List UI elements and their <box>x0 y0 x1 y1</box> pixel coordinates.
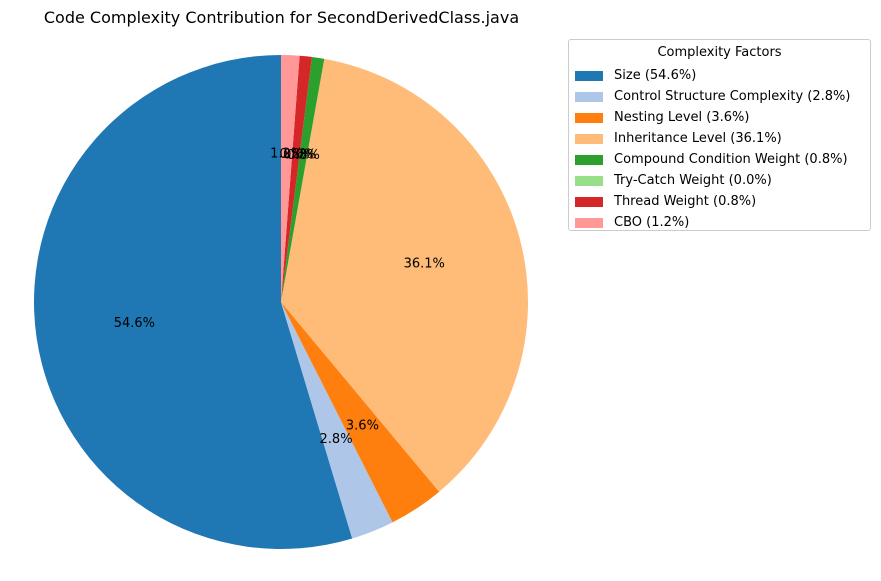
legend-label: Control Structure Complexity (2.8%) <box>614 89 851 104</box>
legend-label: Thread Weight (0.8%) <box>614 194 757 209</box>
pie-pct-label-thread-weight: 0.8% <box>279 147 312 162</box>
legend-item-thread-weight: Thread Weight (0.8%) <box>575 191 864 212</box>
legend-item-inheritance-level: Inheritance Level (36.1%) <box>575 128 864 149</box>
legend-swatch <box>575 196 603 207</box>
legend: Complexity Factors Size (54.6%) Control S… <box>568 39 871 231</box>
legend-item-try-catch-weight: Try-Catch Weight (0.0%) <box>575 170 864 191</box>
pie-pct-label-cbo: 1.2% <box>270 146 303 161</box>
chart-title: Code Complexity Contribution for SecondD… <box>43 8 520 27</box>
legend-item-control-structure-complexity: Control Structure Complexity (2.8%) <box>575 86 864 107</box>
pie-slice-thread-weight <box>281 55 312 302</box>
legend-label: Compound Condition Weight (0.8%) <box>614 152 848 167</box>
legend-items: Size (54.6%) Control Structure Complexity… <box>575 65 864 233</box>
pie-slice-size <box>33 55 353 549</box>
pie-slice-compound-condition-weight <box>281 56 325 302</box>
legend-label: Try-Catch Weight (0.0%) <box>614 173 772 188</box>
legend-item-cbo: CBO (1.2%) <box>575 212 864 233</box>
legend-swatch <box>575 217 603 228</box>
legend-swatch <box>575 133 603 144</box>
pie-pct-label-compound-condition-weight: 0.8% <box>287 148 320 163</box>
pie-chart: 54.6% 2.8%3.6% 36.1% 0.8%0.0%0.8%1.2% <box>33 55 529 549</box>
pie-slice-nesting-level <box>281 302 440 523</box>
legend-swatch <box>575 112 603 123</box>
pie-pct-label-size: 54.6% <box>114 316 155 331</box>
legend-label: CBO (1.2%) <box>614 215 690 230</box>
legend-label: Nesting Level (3.6%) <box>614 110 750 125</box>
pie-percent-labels: 54.6% 2.8%3.6% 36.1% 0.8%0.0%0.8%1.2% <box>114 146 445 447</box>
legend-swatch <box>575 70 603 81</box>
legend-swatch <box>575 91 603 102</box>
pie-pct-label-try-catch-weight: 0.0% <box>283 147 316 162</box>
pie-slice-cbo <box>281 55 300 302</box>
pie-slice-inheritance-level <box>281 58 529 492</box>
pie-slices <box>33 55 529 549</box>
legend-item-nesting-level: Nesting Level (3.6%) <box>575 107 864 128</box>
legend-swatch <box>575 175 603 186</box>
pie-slice-control-structure-complexity <box>281 302 393 539</box>
legend-label: Inheritance Level (36.1%) <box>614 131 782 146</box>
pie-pct-label-inheritance-level: 36.1% <box>404 256 445 271</box>
legend-title: Complexity Factors <box>657 45 782 60</box>
legend-item-size: Size (54.6%) <box>575 65 864 86</box>
legend-label: Size (54.6%) <box>614 68 697 83</box>
pie-pct-label-nesting-level: 3.6% <box>346 418 379 433</box>
pie-pct-label-control-structure-complexity: 2.8% <box>320 432 353 447</box>
legend-swatch <box>575 154 603 165</box>
legend-item-compound-condition-weight: Compound Condition Weight (0.8%) <box>575 149 864 170</box>
